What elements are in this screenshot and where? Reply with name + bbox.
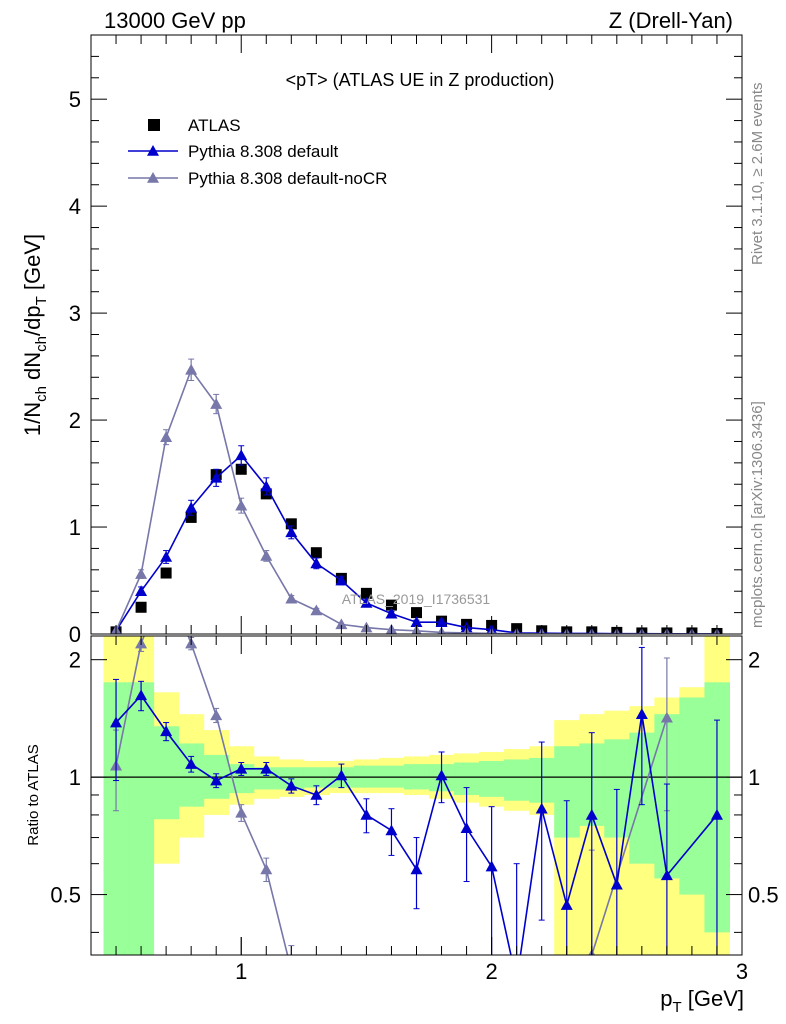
main-axes: 0 1 2 3 4 5: [69, 34, 742, 647]
main-data-point: [285, 592, 298, 604]
ratio-band-green: [479, 760, 505, 797]
ratio-y-tick-label-right: 1: [748, 765, 760, 790]
legend: ATLAS Pythia 8.308 default Pythia 8.308 de…: [128, 116, 387, 188]
main-data-point: [435, 616, 448, 628]
ratio-data-point: [635, 708, 648, 719]
main-data-point: [385, 607, 398, 619]
ratio-band-green: [504, 759, 530, 801]
ratio-data-point: [185, 758, 198, 769]
ratio-data-point: [110, 716, 123, 728]
main-data-point: [310, 604, 323, 616]
main-data-point: [360, 587, 372, 599]
main-data-point: [360, 596, 373, 608]
ratio-data-point: [210, 709, 223, 721]
side-label-mcplots: mcplots.cern.ch [arXiv:1306.3436]: [749, 401, 766, 628]
ratio-data-point: [260, 762, 273, 774]
ratio-data-point: [585, 808, 598, 820]
main-data-point: [135, 585, 148, 597]
ratio-y-tick-label: 2: [69, 648, 81, 673]
header-energy: 13000 GeV pp: [104, 8, 246, 33]
main-data-point: [160, 567, 172, 579]
main-data-point: [260, 480, 273, 492]
main-data-point: [285, 526, 298, 538]
ratio-data-point: [535, 802, 548, 814]
ratio-data-point: [485, 860, 498, 872]
side-label-rivet: Rivet 3.1.10, ≥ 2.6M events: [749, 83, 766, 266]
ratio-data-point: [260, 863, 273, 875]
ratio-data-point: [160, 725, 173, 737]
main-data-point: [335, 618, 348, 630]
main-data-point: [210, 471, 223, 483]
x-axis-label: pT [GeV]: [660, 986, 744, 1016]
x-tick-label: 3: [736, 959, 748, 984]
ratio-data-point: [235, 762, 248, 774]
main-y-tick-label: 3: [69, 301, 81, 326]
ratio-data-point: [710, 808, 723, 820]
x-tick-label: 1: [235, 959, 247, 984]
main-data-point: [385, 599, 397, 611]
main-data-point: [235, 463, 247, 475]
main-data-point: [185, 363, 198, 375]
ratio-data-point: [385, 824, 398, 836]
main-y-tick-label: 4: [69, 194, 81, 219]
main-data-point: [185, 501, 198, 513]
ratio-data-point: [210, 774, 223, 786]
ratio-axes: 0.5 0.5 1 1 2 2 1 2 3: [50, 636, 779, 984]
ratio-band-green: [679, 697, 705, 895]
main-data-point: [335, 574, 348, 586]
main-data-point: [210, 398, 223, 409]
main-data-point: [260, 549, 273, 561]
ratio-data-point: [660, 869, 673, 881]
header-process: Z (Drell-Yan): [609, 8, 733, 33]
main-data-point: [235, 499, 248, 511]
ratio-data-point: [660, 711, 673, 723]
main-y-tick-label: 2: [69, 408, 81, 433]
main-data-point: [135, 601, 147, 613]
main-data-point: [135, 568, 148, 579]
main-y-tick-label: 0: [69, 622, 81, 647]
ratio-data-point: [460, 822, 473, 833]
x-tick-label: 2: [485, 959, 497, 984]
main-y-tick-label: 1: [69, 515, 81, 540]
main-data-point: [310, 547, 322, 559]
legend-label: ATLAS: [188, 116, 241, 135]
ratio-data-point: [360, 808, 373, 820]
plot-title: <pT> (ATLAS UE in Z production): [286, 70, 555, 90]
ratio-band-green: [128, 682, 155, 955]
ratio-data-point: [560, 899, 573, 910]
ratio-y-tick-label: 0.5: [50, 883, 81, 908]
main-data-point: [285, 518, 297, 530]
ratio-data-point: [310, 788, 323, 800]
main-data-point: [310, 557, 323, 569]
main-data-point: [411, 607, 422, 619]
main-data-point: [410, 616, 423, 628]
main-data-point: [160, 550, 173, 562]
main-y-axis-label: 1/Nch dNch/dpT [GeV]: [20, 234, 50, 436]
ratio-data-point: [285, 779, 298, 791]
watermark-analysis: ATLAS_2019_I1736531: [342, 591, 491, 607]
legend-label: Pythia 8.308 default-noCR: [188, 169, 387, 188]
ratio-y-tick-label: 1: [69, 765, 81, 790]
ratio-data-point: [335, 769, 348, 781]
legend-marker: [147, 145, 159, 156]
ratio-plot-area: [110, 636, 723, 955]
ratio-data-point: [410, 863, 423, 875]
ratio-y-axis-label: Ratio to ATLAS: [25, 744, 42, 845]
legend-marker: [147, 172, 159, 183]
ratio-y-tick-label-right: 2: [748, 648, 760, 673]
ratio-data-point: [135, 689, 148, 701]
ratio-y-tick-label-right: 0.5: [748, 883, 779, 908]
legend-label: Pythia 8.308 default: [188, 142, 339, 161]
ratio-series-line: [115, 636, 668, 955]
ratio-data-point: [235, 806, 248, 818]
main-data-point: [160, 431, 173, 442]
main-y-tick-label: 5: [69, 87, 81, 112]
ratio-data-point: [610, 878, 623, 890]
legend-marker: [148, 119, 160, 131]
ratio-data-point: [435, 769, 448, 781]
main-data-point: [185, 511, 197, 523]
main-data-point: [235, 449, 248, 461]
ratio-series-line: [115, 694, 718, 955]
